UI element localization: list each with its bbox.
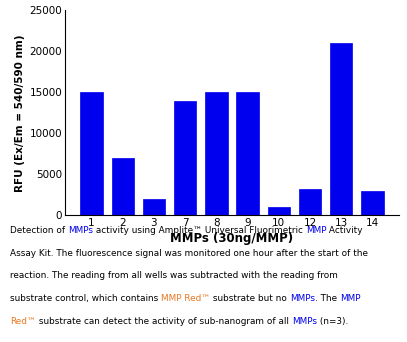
Y-axis label: RFU (Ex/Em = 540/590 nm): RFU (Ex/Em = 540/590 nm) (15, 34, 25, 192)
Bar (361, 191, 384, 215)
Text: MMPs: MMPs (290, 294, 315, 303)
Text: substrate but no: substrate but no (210, 294, 290, 303)
Text: MMP: MMP (306, 226, 326, 235)
Bar (112, 158, 134, 215)
Text: MMP Red™: MMP Red™ (161, 294, 210, 303)
Bar (143, 199, 165, 215)
Text: MMP: MMP (340, 294, 361, 303)
Text: substrate control, which contains: substrate control, which contains (10, 294, 161, 303)
Bar (299, 189, 321, 215)
Bar (236, 92, 259, 215)
Text: activity using Amplite™ Universal Fluorimetric: activity using Amplite™ Universal Fluori… (93, 226, 306, 235)
Text: Detection of: Detection of (10, 226, 68, 235)
Text: MMPs: MMPs (292, 317, 317, 326)
Bar (205, 92, 228, 215)
Text: MMPs: MMPs (68, 226, 93, 235)
Bar (80, 92, 103, 215)
X-axis label: MMPs (30ng/MMP): MMPs (30ng/MMP) (171, 233, 293, 246)
Bar (267, 207, 290, 215)
Text: substrate can detect the activity of sub-nanogram of all: substrate can detect the activity of sub… (36, 317, 292, 326)
Text: Assay Kit. The fluorescence signal was monitored one hour after the start of the: Assay Kit. The fluorescence signal was m… (10, 249, 368, 258)
Text: (n=3).: (n=3). (317, 317, 348, 326)
Bar (174, 101, 197, 215)
Bar (330, 43, 352, 215)
Text: Activity: Activity (326, 226, 363, 235)
Text: Red™: Red™ (10, 317, 36, 326)
Text: reaction. The reading from all wells was subtracted with the reading from: reaction. The reading from all wells was… (10, 272, 338, 280)
Text: . The: . The (315, 294, 340, 303)
